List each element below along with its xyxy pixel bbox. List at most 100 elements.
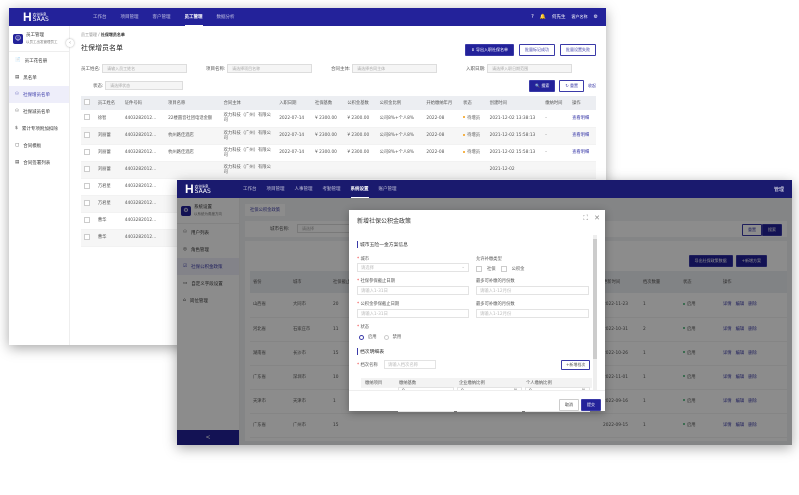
hire-date-range[interactable]: 请选择入职日期范围	[487, 64, 573, 73]
batch-fail-button[interactable]: 批量设置失败	[560, 44, 596, 56]
nav-item[interactable]: 数据分析	[216, 15, 235, 20]
action-link[interactable]: 详情	[723, 398, 732, 404]
action-link[interactable]: 编辑	[735, 302, 745, 308]
reset-button[interactable]: 重置	[742, 224, 762, 236]
nav-item[interactable]: 工作台	[93, 15, 107, 20]
row-checkbox[interactable]	[84, 216, 90, 223]
submit-button[interactable]: 提交	[581, 399, 601, 411]
select-all-checkbox[interactable]	[81, 96, 95, 110]
tab-social-security-policy[interactable]: 社保公积金政策	[245, 204, 286, 216]
bell-icon[interactable]: 🔔	[539, 14, 547, 20]
nav-item[interactable]: 项目管理	[120, 15, 139, 20]
section-title: 城市五险一金方案信息	[357, 241, 408, 248]
breadcrumb-current: 社保增员名单	[100, 32, 125, 37]
gear-icon[interactable]: ⚙	[593, 14, 598, 20]
view-detail-link[interactable]: 查看明细	[572, 150, 590, 155]
nav-item[interactable]: 账户管理	[378, 187, 397, 192]
status-select[interactable]: 请选择状态	[105, 81, 184, 90]
row-checkbox[interactable]	[84, 148, 90, 155]
radio-disabled[interactable]	[383, 334, 389, 340]
view-detail-link[interactable]: 查看明细	[572, 115, 590, 121]
close-icon[interactable]: ✕	[594, 214, 600, 222]
action-link[interactable]: 编辑	[735, 422, 745, 428]
city-select[interactable]: 请选择 ⌄	[357, 263, 469, 272]
add-plan-button[interactable]: +新增方案	[735, 255, 767, 267]
row-checkbox[interactable]	[84, 182, 90, 189]
action-link[interactable]: 详情	[723, 422, 732, 428]
nav-item[interactable]: 系统设置	[350, 180, 369, 198]
user-name[interactable]: 管理	[773, 186, 784, 193]
collapse-sidebar-button[interactable]: ‹	[66, 39, 74, 47]
action-link[interactable]: 删除	[748, 422, 757, 428]
sidebar-item[interactable]: ◎ 角色管理	[177, 241, 239, 258]
hf-deadline-input[interactable]: 请输入1-31日	[357, 309, 469, 318]
sidebar-item[interactable]: ⌂ 岗位管理	[177, 292, 239, 309]
row-checkbox[interactable]	[84, 165, 90, 172]
sidebar-item[interactable]: $ 累计专项附加扣除	[9, 120, 69, 137]
action-link[interactable]: 删除	[748, 350, 757, 356]
row-checkbox[interactable]	[84, 131, 90, 138]
nav-item[interactable]: 人事管理	[294, 187, 313, 192]
action-link[interactable]: 详情	[723, 374, 732, 380]
action-link[interactable]: 编辑	[735, 374, 745, 380]
view-detail-link[interactable]: 查看明细	[572, 133, 590, 138]
cancel-button[interactable]: 取消	[559, 399, 579, 411]
user-icon: ☺	[13, 33, 23, 44]
sidebar-item[interactable]: ▤ 合同签署列表	[9, 154, 69, 171]
export-button[interactable]: ⬇ 导出入职社保名单	[465, 44, 514, 56]
sidebar-item[interactable]: ⚇ 社保增员名单	[9, 86, 69, 103]
social-security-checkbox[interactable]	[476, 266, 482, 272]
help-icon[interactable]: ?	[531, 14, 534, 20]
si-months-input[interactable]: 请输入1-12月份	[476, 286, 589, 295]
action-link[interactable]: 编辑	[735, 398, 745, 404]
nav-item[interactable]: 考勤管理	[322, 187, 341, 192]
company-name[interactable]: 客户名称	[571, 14, 588, 19]
action-link[interactable]: 删除	[748, 398, 757, 404]
collapse-sidebar-button[interactable]: <	[177, 430, 239, 445]
sidebar-item[interactable]: ☑ 社保公积金政策	[177, 258, 239, 275]
cell: 徐智	[94, 110, 122, 128]
action-link[interactable]: 编辑	[735, 326, 745, 332]
nav-item[interactable]: 员工管理	[184, 8, 203, 26]
sidebar-item[interactable]: ▭ 自定义字段设置	[177, 275, 239, 292]
action-link[interactable]: 详情	[723, 326, 732, 332]
reset-button[interactable]: ↻ 重置	[559, 80, 584, 92]
sidebar-item[interactable]: ⚇ 用户列表	[177, 224, 239, 241]
breadcrumb-item[interactable]: 员工管理	[81, 32, 97, 37]
search-button[interactable]: 🔍 搜索	[529, 80, 556, 92]
action-link[interactable]: 编辑	[735, 350, 745, 356]
menu-icon: ⌂	[183, 298, 186, 303]
radio-enabled[interactable]	[359, 334, 364, 340]
tier-name-input[interactable]: 请输入档次名称	[384, 360, 436, 369]
sidebar-item[interactable]: 📄 员工花名册	[9, 52, 69, 69]
nav-item[interactable]: 工作台	[243, 187, 257, 192]
row-checkbox[interactable]	[84, 199, 90, 206]
user-name[interactable]: 何先生	[552, 15, 566, 20]
action-link[interactable]: 详情	[723, 302, 732, 308]
action-link[interactable]: 删除	[748, 326, 757, 332]
project-select[interactable]: 请选择项目名称	[227, 64, 313, 73]
action-link[interactable]: 删除	[748, 302, 757, 308]
action-link[interactable]: 删除	[748, 374, 757, 380]
fullscreen-icon[interactable]: ⛶	[583, 214, 589, 222]
sidebar-item[interactable]: ⚇ 社保减员名单	[9, 103, 69, 120]
contract-entity-select[interactable]: 请选择合同主体	[352, 64, 438, 73]
si-deadline-input[interactable]: 请输入1-31日	[357, 286, 469, 295]
sidebar-item[interactable]: ▤ 黑名单	[9, 69, 69, 86]
housing-fund-checkbox[interactable]	[500, 266, 507, 272]
row-checkbox[interactable]	[84, 233, 90, 240]
row-checkbox[interactable]	[84, 114, 90, 121]
export-policy-button[interactable]: 导出社保政策数据	[688, 255, 733, 267]
employee-name-input[interactable]: 请输入员工姓名	[102, 64, 188, 73]
action-link[interactable]: 详情	[723, 350, 732, 356]
add-tier-button[interactable]: +新增档次	[561, 360, 591, 370]
search-button[interactable]: 搜索	[762, 224, 782, 236]
batch-success-button[interactable]: 批量标记成功	[519, 44, 555, 56]
collapse-link[interactable]: 收起	[588, 83, 596, 88]
nav-item[interactable]: 客户管理	[152, 15, 171, 20]
hf-months-input[interactable]: 请输入1-12月份	[476, 309, 589, 318]
cell: 河北省	[250, 317, 290, 342]
nav-item[interactable]: 项目管理	[266, 187, 285, 192]
sidebar-item[interactable]: ▢ 合同模板	[9, 137, 69, 154]
modal-scrollbar[interactable]	[593, 235, 597, 390]
